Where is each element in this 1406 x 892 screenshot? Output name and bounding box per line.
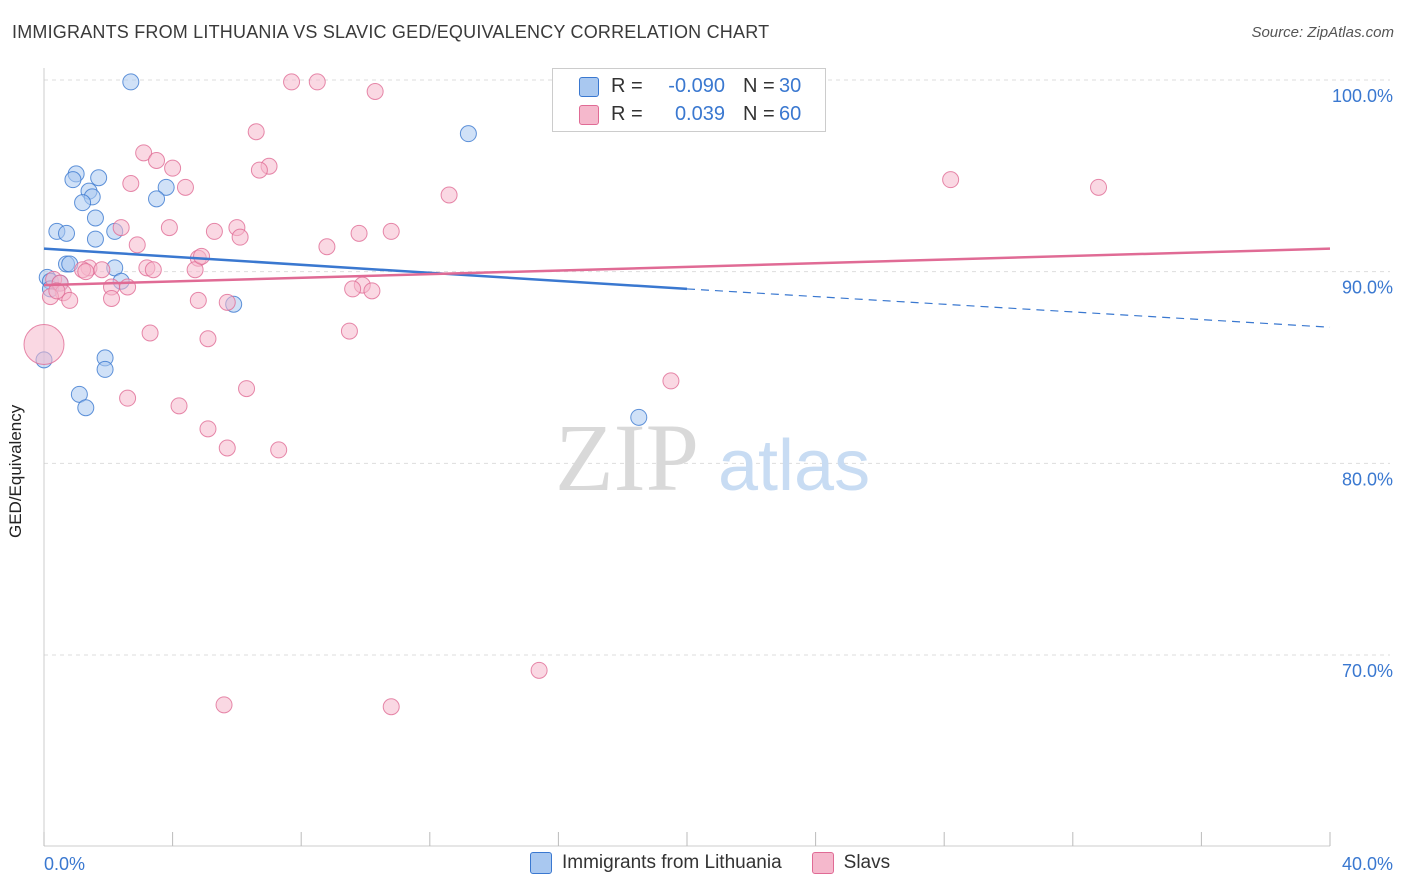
data-point-slavs: [205, 222, 223, 240]
data-point-lithuania: [64, 171, 82, 189]
legend-n-label: N =: [743, 103, 775, 125]
data-point-slavs: [270, 441, 288, 459]
legend-r-value: -0.090: [668, 75, 725, 97]
legend-item-lithuania[interactable]: Immigrants from Lithuania: [530, 852, 782, 874]
data-point-slavs: [238, 380, 256, 398]
axes: [43, 68, 1331, 847]
data-point-slavs: [160, 219, 178, 237]
legend-label: Immigrants from Lithuania: [562, 852, 782, 873]
data-point-slavs: [363, 282, 381, 300]
legend-n-label: N =: [743, 75, 775, 97]
legend-r-label: R =: [611, 103, 643, 125]
legend-r-label: R =: [611, 75, 643, 97]
legend-n-value: 30: [779, 75, 802, 97]
data-point-slavs: [366, 83, 384, 100]
legend-label: Slavs: [843, 852, 891, 873]
data-point-slavs: [135, 144, 153, 162]
data-point-lithuania: [86, 230, 104, 248]
data-point-slavs: [1090, 178, 1108, 196]
data-point-slavs: [382, 222, 400, 240]
data-point-slavs: [112, 219, 130, 237]
series-legend: Immigrants from Lithuania Slavs: [530, 852, 920, 874]
data-point-lithuania: [77, 399, 95, 417]
data-point-lithuania: [58, 224, 76, 242]
y-tick-label: 90.0%: [1342, 278, 1393, 298]
trend-line-slavs: [43, 247, 1331, 287]
data-point-lithuania: [459, 125, 477, 143]
data-points: [23, 73, 1108, 716]
data-point-slavs: [250, 161, 268, 179]
data-point-slavs: [283, 73, 301, 91]
data-point-slavs: [176, 178, 194, 196]
data-point-slavs: [308, 73, 326, 91]
watermark-zip: ZIP: [555, 404, 699, 511]
data-point-slavs: [199, 330, 217, 348]
data-point-slavs: [199, 420, 217, 438]
trend-lines: [43, 247, 1331, 328]
data-point-slavs: [340, 322, 358, 340]
data-point-lithuania: [90, 169, 108, 187]
data-point-slavs: [93, 261, 111, 279]
gridlines: [44, 79, 1390, 656]
data-point-slavs: [128, 236, 146, 254]
y-tick-label: 70.0%: [1342, 661, 1393, 681]
data-point-slavs: [48, 282, 66, 300]
data-point-slavs: [23, 324, 65, 365]
legend-r-value: 0.039: [674, 103, 725, 125]
legend-swatch-blue: [530, 852, 552, 874]
data-point-slavs: [662, 372, 680, 390]
legend-swatch-pink: [579, 104, 599, 125]
data-point-lithuania: [74, 194, 92, 212]
data-point-slavs: [141, 324, 159, 342]
data-point-slavs: [148, 152, 166, 169]
data-point-slavs: [382, 698, 400, 716]
legend-item-slavs[interactable]: Slavs: [811, 852, 891, 874]
data-point-slavs: [103, 290, 121, 307]
correlation-legend: R = -0.090 N = 30 R = 0.039 N = 60: [552, 68, 826, 132]
data-point-slavs: [164, 159, 182, 177]
legend-row-slavs: R = 0.039 N = 60: [579, 103, 801, 126]
data-point-slavs: [231, 228, 249, 246]
legend-swatch-pink: [811, 852, 834, 874]
data-point-slavs: [942, 171, 960, 189]
data-point-slavs: [530, 661, 548, 679]
data-point-lithuania: [122, 73, 140, 91]
data-point-slavs: [144, 261, 162, 279]
source-credit: Source: ZipAtlas.com: [1251, 24, 1394, 41]
data-point-lithuania: [157, 178, 175, 196]
data-point-slavs: [119, 389, 137, 407]
data-point-slavs: [247, 123, 265, 141]
data-point-slavs: [61, 291, 79, 309]
data-point-lithuania: [630, 408, 648, 426]
y-tick-label: 100.0%: [1332, 86, 1393, 106]
data-point-lithuania: [148, 190, 166, 208]
data-point-slavs: [218, 439, 236, 457]
tick-labels: 70.0% 80.0% 90.0% 100.0% 0.0% 40.0%: [44, 86, 1393, 874]
trend-line-lithuania: [43, 247, 688, 291]
data-point-slavs: [344, 280, 362, 298]
data-point-lithuania: [86, 209, 104, 227]
data-point-slavs: [122, 175, 140, 192]
data-point-slavs: [440, 186, 458, 204]
x-tick-label: 0.0%: [44, 854, 85, 874]
data-point-slavs: [350, 224, 368, 242]
legend-row-lithuania: R = -0.090 N = 30: [579, 75, 801, 98]
data-point-slavs: [193, 247, 211, 265]
data-point-slavs: [215, 696, 233, 714]
legend-n-value: 60: [779, 103, 802, 125]
data-point-slavs: [170, 397, 188, 415]
legend-swatch-blue: [579, 76, 599, 97]
chart-title: IMMIGRANTS FROM LITHUANIA VS SLAVIC GED/…: [12, 22, 770, 42]
trend-line-lithuania-extrapolated: [686, 288, 1331, 328]
data-point-slavs: [218, 293, 236, 311]
data-point-lithuania: [96, 360, 114, 378]
watermark-atlas: atlas: [718, 426, 870, 506]
y-tick-label: 80.0%: [1342, 469, 1393, 489]
data-point-slavs: [77, 263, 95, 281]
data-point-slavs: [189, 291, 207, 309]
data-point-slavs: [318, 238, 336, 256]
x-tick-label: 40.0%: [1342, 854, 1393, 874]
